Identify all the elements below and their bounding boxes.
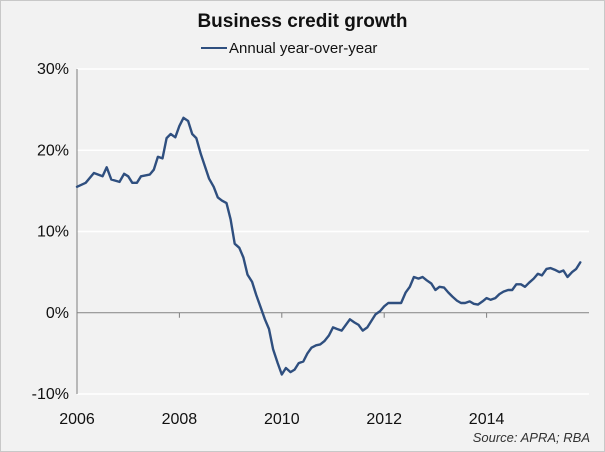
y-tick-label-3: 0%	[46, 305, 69, 322]
legend-line-swatch	[201, 47, 227, 49]
series-line-0	[75, 116, 582, 376]
x-tick-label-2: 2010	[264, 411, 300, 428]
legend-label: Annual year-over-year	[229, 39, 378, 57]
chart-title: Business credit growth	[197, 11, 408, 32]
x-tick-label-0: 2006	[59, 411, 95, 428]
x-tick-label-4: 2014	[469, 411, 505, 428]
chart-legend: Annual year-over-year	[201, 38, 377, 58]
x-tick-label-3: 2012	[366, 411, 402, 428]
y-tick-label-0: 30%	[37, 61, 69, 78]
y-tick-label-4: -10%	[32, 386, 69, 403]
source-note: Source: APRA; RBA	[472, 430, 590, 445]
x-tick-label-1: 2008	[162, 411, 198, 428]
y-tick-label-1: 20%	[37, 142, 69, 159]
y-tick-label-2: 10%	[37, 224, 69, 241]
